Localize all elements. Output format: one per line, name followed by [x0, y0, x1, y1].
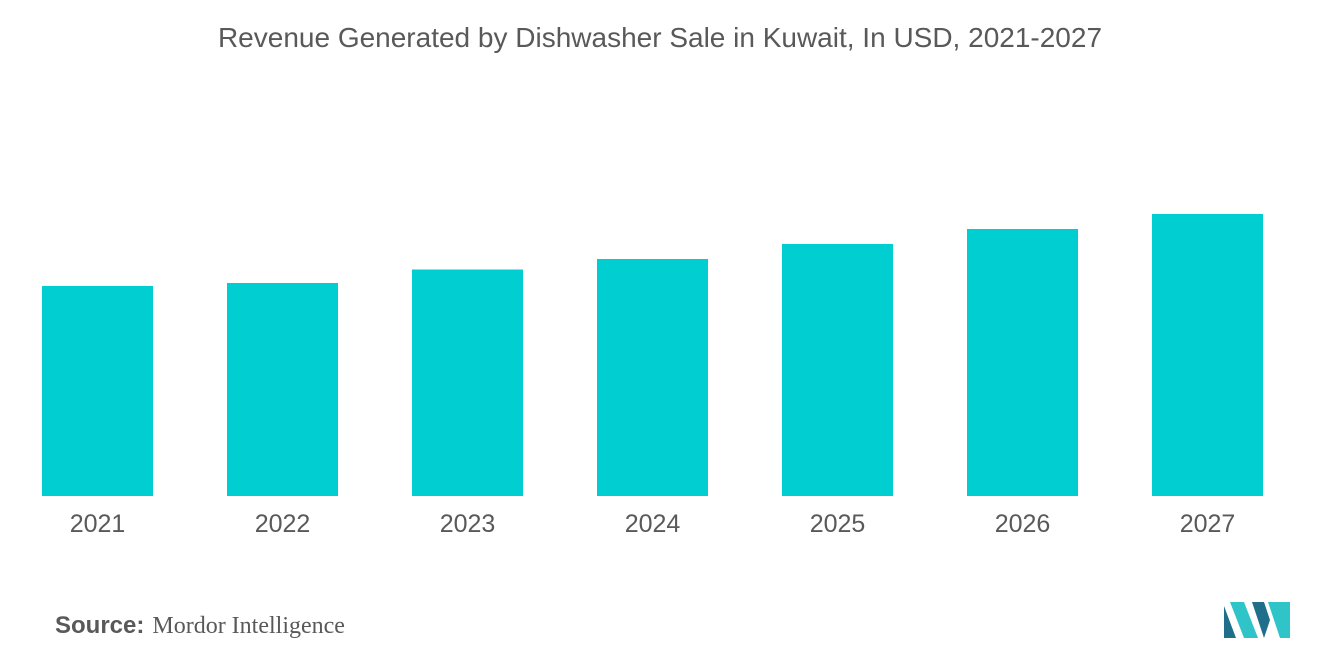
source-note: Source: Mordor Intelligence — [55, 612, 345, 640]
bar-2021 — [42, 286, 153, 496]
x-tick-labels: 2021 2022 2023 2024 2025 2026 2027 — [70, 510, 1236, 538]
bar-2023 — [412, 269, 523, 496]
x-tick-label-2021: 2021 — [70, 510, 126, 538]
x-tick-label-2027: 2027 — [1180, 510, 1236, 538]
source-label: Source: — [55, 612, 145, 639]
bar-chart: 2021 2022 2023 2024 2025 2026 2027 — [42, 214, 1263, 538]
bar-2027 — [1152, 214, 1263, 496]
mordor-logo-icon — [1224, 602, 1290, 638]
x-tick-label-2023: 2023 — [440, 510, 496, 538]
bar-2026 — [967, 229, 1078, 496]
bars-layer — [42, 214, 1263, 496]
bar-2024 — [597, 259, 708, 496]
bar-2022 — [227, 283, 338, 496]
x-tick-label-2025: 2025 — [810, 510, 866, 538]
chart-title: Revenue Generated by Dishwasher Sale in … — [217, 22, 1103, 53]
x-tick-label-2024: 2024 — [625, 510, 681, 538]
x-tick-label-2026: 2026 — [995, 510, 1051, 538]
source-text: Mordor Intelligence — [152, 613, 345, 639]
bar-2025 — [782, 244, 893, 496]
x-tick-label-2022: 2022 — [255, 510, 311, 538]
